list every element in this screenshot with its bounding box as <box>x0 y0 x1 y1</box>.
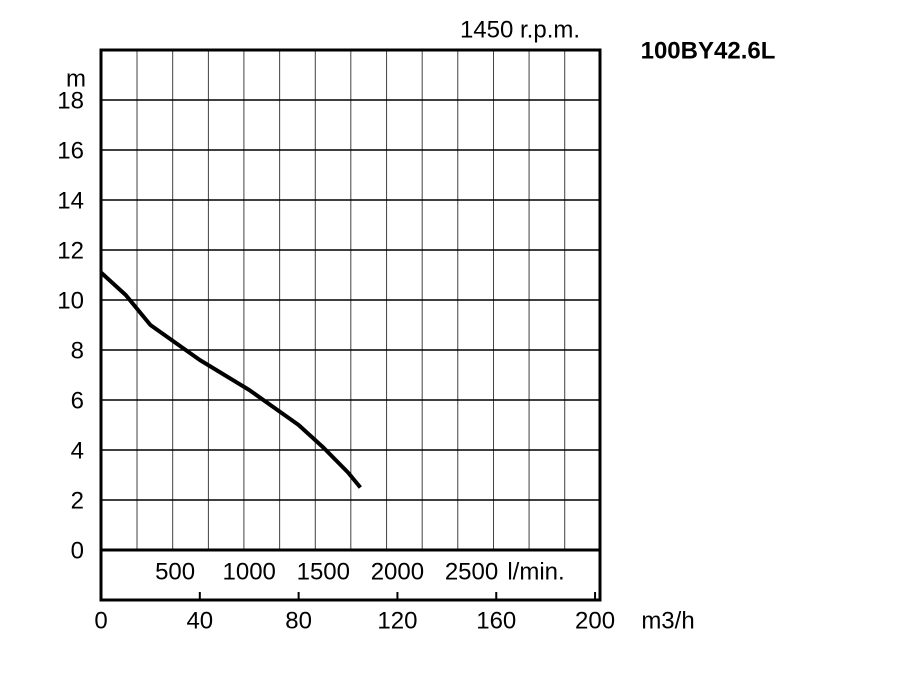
x2-axis-label: l/min. <box>507 558 564 585</box>
y-axis-label: m <box>66 65 86 92</box>
y-tick-label: 6 <box>71 387 84 414</box>
x2-tick-label: 1500 <box>297 558 350 585</box>
y-tick-label: 14 <box>57 187 84 214</box>
y-tick-label: 8 <box>71 337 84 364</box>
x2-tick-label: 2000 <box>371 558 424 585</box>
pump-curve <box>99 271 362 489</box>
chart-title: 100BY42.6L <box>641 37 776 64</box>
x-tick-label: 80 <box>285 607 312 634</box>
x-tick-label: 0 <box>94 607 107 634</box>
plot-frame <box>99 48 602 602</box>
y-tick-label: 18 <box>57 87 84 114</box>
x2-tick-label: 500 <box>155 558 195 585</box>
y-tick-label: 0 <box>71 537 84 564</box>
x-tick-label: 120 <box>377 607 417 634</box>
x-tick-label: 160 <box>476 607 516 634</box>
x-tick-label: 40 <box>186 607 213 634</box>
y-tick-label: 12 <box>57 237 84 264</box>
y-tick-label: 16 <box>57 137 84 164</box>
y-tick-label: 10 <box>57 287 84 314</box>
x2-tick-label: 2500 <box>445 558 498 585</box>
y-tick-label: 4 <box>71 437 84 464</box>
y-tick-label: 2 <box>71 487 84 514</box>
x2-tick-label: 1000 <box>223 558 276 585</box>
x-axis-label: m3/h <box>641 607 694 634</box>
x-tick-label: 200 <box>575 607 615 634</box>
subtitle: 1450 r.p.m. <box>460 16 580 43</box>
